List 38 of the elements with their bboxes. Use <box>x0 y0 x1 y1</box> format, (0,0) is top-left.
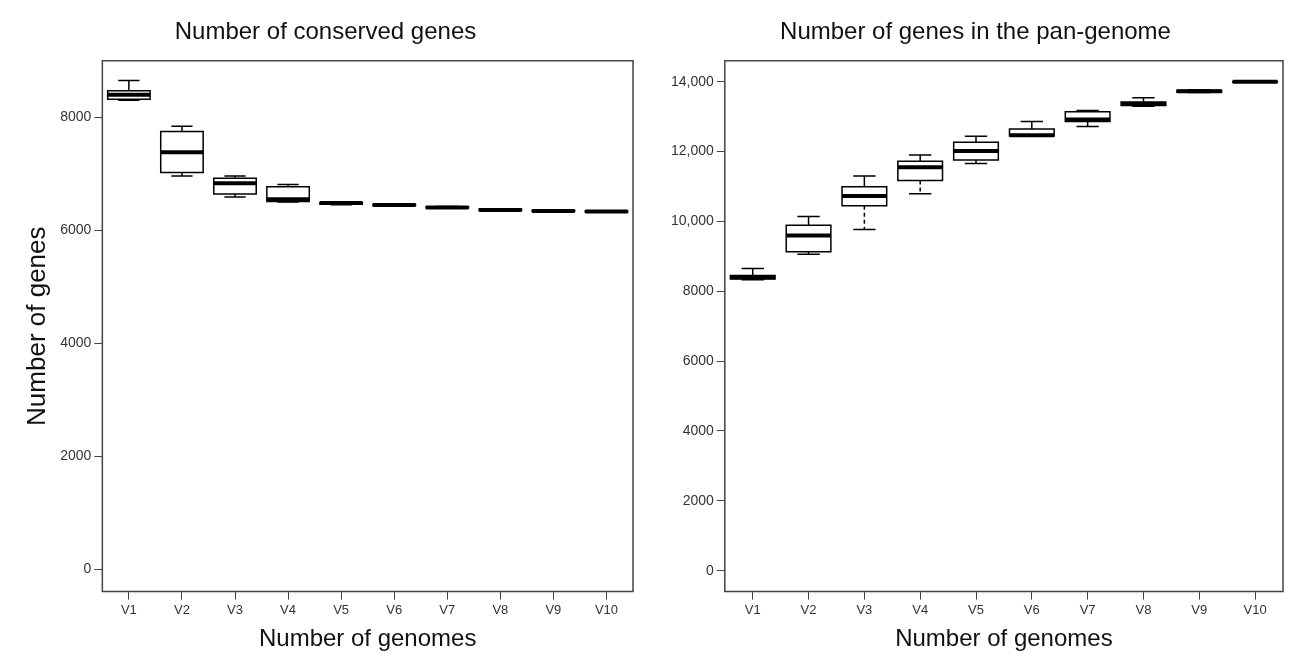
x-tick-label: V6 <box>1023 601 1040 617</box>
x-tick-label: V6 <box>386 601 403 617</box>
y-tick-label: 2000 <box>60 446 92 463</box>
y-tick-label: 10,000 <box>670 212 715 229</box>
y-tick-label: 8000 <box>60 108 92 125</box>
x-axis-title: Number of genomes <box>258 624 477 652</box>
x-tick-label: V4 <box>912 601 929 617</box>
x-tick-label: V3 <box>227 601 243 617</box>
x-tick-label: V5 <box>968 601 984 617</box>
x-tick-label: V9 <box>545 601 562 617</box>
y-tick-label: 2000 <box>682 491 715 508</box>
y-tick-label: 0 <box>706 561 715 578</box>
y-tick-label: 8000 <box>682 282 715 299</box>
y-axis-title: Number of genes <box>20 226 51 426</box>
x-tick-label: V7 <box>439 601 456 617</box>
x-tick-label: V1 <box>120 601 137 617</box>
y-tick-label: 0 <box>83 559 92 576</box>
y-tick-label: 14,000 <box>670 72 715 89</box>
y-tick-label: 12,000 <box>670 142 715 159</box>
y-tick-label: 4000 <box>682 421 715 438</box>
x-axis-title: Number of genomes <box>895 624 1113 652</box>
x-tick-label: V2 <box>173 601 190 617</box>
y-tick-label: 6000 <box>682 351 715 368</box>
x-tick-label: V1 <box>744 601 761 617</box>
x-tick-label: V8 <box>492 601 509 617</box>
x-tick-label: V4 <box>280 601 297 617</box>
x-tick-label: V10 <box>1243 601 1267 617</box>
x-tick-label: V7 <box>1079 601 1096 617</box>
y-tick-label: 4000 <box>60 334 92 350</box>
chart-title: Number of conserved genes <box>174 17 477 45</box>
x-tick-label: V3 <box>856 601 873 617</box>
x-tick-label: V5 <box>333 601 350 617</box>
x-tick-label: V8 <box>1135 601 1152 617</box>
x-tick-label: V9 <box>1191 601 1208 617</box>
y-tick-label: 6000 <box>60 221 92 238</box>
chart-title: Number of genes in the pan-genome <box>780 17 1171 45</box>
x-tick-label: V2 <box>800 601 817 617</box>
x-tick-label: V10 <box>594 601 619 617</box>
